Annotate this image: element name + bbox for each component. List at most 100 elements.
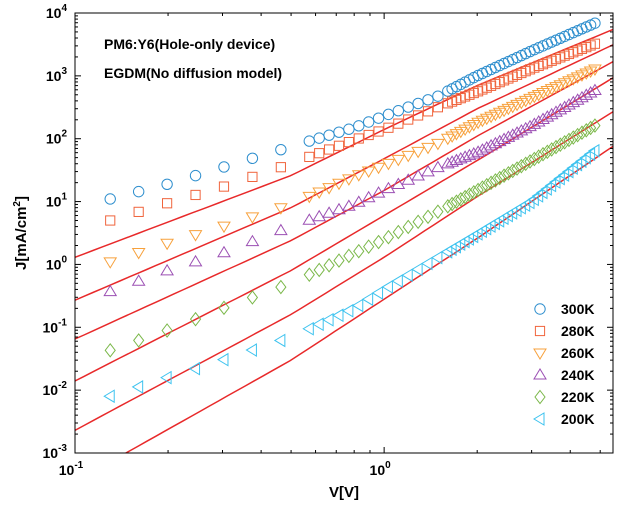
series-300k <box>104 17 601 205</box>
data-point <box>432 90 444 102</box>
data-point <box>462 148 477 161</box>
data-point <box>515 158 527 174</box>
y-tick-label: 10-1 <box>43 317 68 335</box>
data-point <box>218 161 230 173</box>
legend-marker <box>534 389 546 405</box>
data-point <box>190 189 201 201</box>
legend-marker <box>534 325 546 337</box>
data-point <box>445 155 460 167</box>
data-point <box>431 138 445 151</box>
data-point <box>524 154 536 169</box>
data-point <box>402 219 414 235</box>
legend-label: 200K <box>561 411 594 427</box>
data-point <box>422 106 434 117</box>
data-point <box>450 194 463 209</box>
data-point <box>440 156 455 169</box>
data-point <box>323 129 335 141</box>
data-point <box>188 230 203 242</box>
data-point <box>494 170 506 186</box>
data-point <box>528 151 540 167</box>
data-point <box>323 144 335 155</box>
data-point <box>371 286 384 300</box>
data-point <box>362 116 375 128</box>
legend-label: 280K <box>561 323 594 339</box>
data-point <box>411 169 426 181</box>
x-axis-title: V[V] <box>329 484 359 501</box>
x-tick-label: 100 <box>370 460 392 478</box>
legend-marker <box>533 348 547 360</box>
data-point <box>131 274 146 286</box>
data-point <box>391 274 403 288</box>
legend-label: 220K <box>561 389 594 405</box>
x-tick-label: 10-1 <box>59 460 84 478</box>
data-point <box>312 187 327 199</box>
data-point <box>361 166 376 179</box>
data-point <box>498 168 510 184</box>
data-point <box>131 380 144 394</box>
series-260k <box>103 64 602 269</box>
data-point <box>383 122 394 133</box>
data-point <box>481 177 493 193</box>
data-point <box>520 156 532 172</box>
data-point <box>104 343 116 358</box>
data-point <box>554 137 566 152</box>
axes: 10-3 10-2 10-1 100 101 102 103 104 10-1 100 <box>43 3 613 478</box>
data-point <box>161 178 173 190</box>
data-point <box>421 256 433 271</box>
legend-marker <box>534 303 546 315</box>
data-point <box>589 17 601 29</box>
data-point <box>160 238 174 251</box>
data-point <box>563 132 575 148</box>
series-240k <box>103 83 602 297</box>
data-point <box>161 323 173 338</box>
data-point <box>402 101 414 113</box>
data-point <box>218 181 230 192</box>
data-point <box>412 97 424 110</box>
data-point <box>431 160 445 173</box>
data-point <box>218 300 230 316</box>
data-point <box>217 245 231 258</box>
data-point <box>313 262 325 278</box>
data-point <box>371 162 386 175</box>
data-point <box>312 209 327 222</box>
data-point <box>485 175 497 191</box>
data-point <box>160 263 174 276</box>
data-point <box>442 199 454 214</box>
data-point <box>476 180 489 195</box>
data-point <box>382 229 395 245</box>
data-point <box>502 165 515 181</box>
data-point <box>382 108 395 121</box>
data-point <box>361 190 376 203</box>
legend-marker <box>533 412 545 426</box>
data-point <box>273 333 286 348</box>
data-point <box>343 123 355 135</box>
data-point <box>393 118 404 129</box>
data-point <box>576 125 588 141</box>
data-point <box>341 174 356 186</box>
y-tick-label: 103 <box>46 66 68 84</box>
data-point <box>381 280 393 294</box>
series-200k <box>103 143 600 404</box>
data-point <box>412 214 424 230</box>
data-point <box>571 127 584 143</box>
data-point <box>589 38 601 49</box>
legend-item-260k: 260K <box>533 345 594 361</box>
y-tick-label: 102 <box>46 129 68 147</box>
data-point <box>546 142 558 157</box>
data-point <box>422 94 434 106</box>
data-point <box>533 149 545 164</box>
data-point <box>472 182 484 198</box>
data-point <box>550 139 562 155</box>
data-point <box>584 120 597 136</box>
data-point <box>246 290 259 305</box>
data-point <box>567 130 579 145</box>
data-point <box>104 193 116 205</box>
data-point <box>413 110 424 121</box>
data-point <box>381 158 396 171</box>
data-point <box>363 239 375 254</box>
data-point <box>411 262 423 277</box>
data-point <box>432 204 444 219</box>
data-point <box>343 136 354 148</box>
legend-item-300k: 300K <box>534 301 594 317</box>
data-point <box>373 126 384 137</box>
